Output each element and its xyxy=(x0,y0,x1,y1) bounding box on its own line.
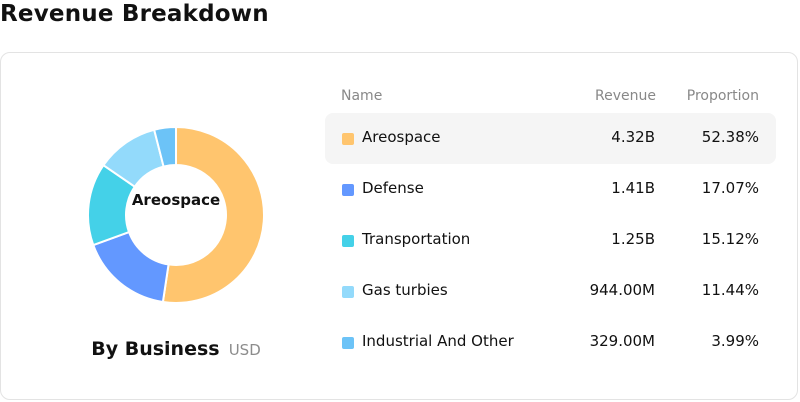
donut-slice-industrial-and-other[interactable] xyxy=(152,125,177,168)
row-name: Transportation xyxy=(362,230,471,248)
row-revenue: 4.32B xyxy=(611,128,655,146)
header-name: Name xyxy=(341,88,383,104)
currency-unit: USD xyxy=(228,341,261,359)
row-revenue: 944.00M xyxy=(589,281,655,299)
row-proportion: 17.07% xyxy=(701,179,759,197)
table-row[interactable]: Industrial And Other 329.00M 3.99% xyxy=(325,317,776,368)
row-proportion: 15.12% xyxy=(701,230,759,248)
row-proportion: 52.38% xyxy=(701,128,759,146)
revenue-card: Areospace By Business USD Name Revenue P… xyxy=(0,52,798,400)
chart-subtitle: By Business USD xyxy=(1,338,351,360)
row-revenue: 1.25B xyxy=(611,230,655,248)
table-row[interactable]: Transportation 1.25B 15.12% xyxy=(325,215,776,266)
donut-slice-defense[interactable] xyxy=(92,230,170,304)
donut-chart[interactable] xyxy=(76,115,276,315)
donut-center-label: Areospace xyxy=(131,191,221,209)
legend-swatch xyxy=(342,286,354,298)
legend-swatch xyxy=(342,133,354,145)
legend-table: Areospace 4.32B 52.38% Defense 1.41B 17.… xyxy=(325,113,776,368)
legend-swatch xyxy=(342,235,354,247)
row-proportion: 3.99% xyxy=(711,332,759,350)
row-name: Defense xyxy=(362,179,424,197)
row-name: Gas turbies xyxy=(362,281,448,299)
header-proportion: Proportion xyxy=(686,88,759,104)
legend-swatch xyxy=(342,337,354,349)
header-revenue: Revenue xyxy=(595,88,656,104)
row-proportion: 11.44% xyxy=(701,281,759,299)
donut-slice-areospace[interactable] xyxy=(161,125,265,304)
chart-title: By Business xyxy=(91,338,220,360)
row-name: Industrial And Other xyxy=(362,332,514,350)
row-name: Areospace xyxy=(362,128,441,146)
row-revenue: 1.41B xyxy=(611,179,655,197)
table-header: Name Revenue Proportion xyxy=(341,88,761,106)
legend-swatch xyxy=(342,184,354,196)
row-revenue: 329.00M xyxy=(589,332,655,350)
table-row[interactable]: Gas turbies 944.00M 11.44% xyxy=(325,266,776,317)
table-row[interactable]: Areospace 4.32B 52.38% xyxy=(325,113,776,164)
page-title: Revenue Breakdown xyxy=(0,1,269,27)
table-row[interactable]: Defense 1.41B 17.07% xyxy=(325,164,776,215)
